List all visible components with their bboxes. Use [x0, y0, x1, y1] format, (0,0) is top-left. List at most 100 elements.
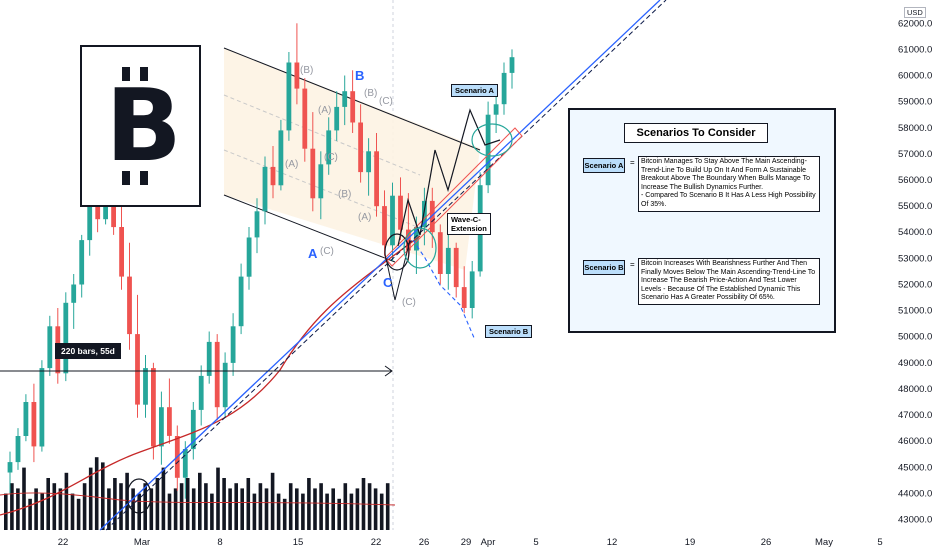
candle-body — [461, 287, 467, 308]
price-tick-label: 53000.0 — [898, 253, 932, 264]
wave-label-secondary: (A) — [318, 105, 331, 116]
price-tick-label: 54000.0 — [898, 227, 932, 238]
candle-body — [79, 240, 85, 285]
volume-ma-line — [0, 492, 396, 506]
candle-body — [358, 122, 363, 173]
candle-body — [71, 284, 77, 303]
candle-body — [230, 326, 236, 363]
candle-body — [63, 302, 69, 374]
scenario-a-eq: = — [630, 158, 635, 167]
volume-bar — [64, 472, 69, 530]
candle-body — [206, 341, 212, 376]
axes: 62000.0 61000.0 60000.0 59000.0 58000.0 57000… — [58, 18, 932, 548]
volume-bar — [343, 483, 348, 530]
scenario-b-eq: = — [630, 260, 635, 269]
volume-bar — [373, 488, 378, 530]
candle-body — [15, 436, 21, 463]
candle-body — [294, 62, 300, 89]
volume-bar — [131, 488, 135, 530]
price-tick-label: 43000.0 — [898, 515, 932, 526]
bars-measure-arrowhead — [384, 365, 393, 377]
volume-bar — [252, 493, 257, 530]
volume-bar — [240, 488, 244, 530]
volume-bar — [349, 493, 354, 530]
volume-bar — [179, 483, 184, 530]
wave-label-main: A — [308, 246, 318, 261]
volume-bar — [385, 483, 390, 530]
scenario-a-tag: Scenario A — [583, 158, 625, 173]
candle-body — [135, 334, 140, 405]
volume-bar — [58, 488, 63, 530]
scenario-a-path — [397, 108, 501, 247]
candle-body — [326, 130, 332, 165]
time-tick-label: 15 — [293, 537, 304, 548]
volume-bar — [264, 488, 269, 530]
wave-label-secondary: (A) — [358, 212, 371, 223]
volume-bar — [46, 478, 50, 530]
time-tick-label: 22 — [58, 537, 69, 548]
candle-body — [469, 271, 475, 308]
scenarios-panel: Scenarios To Consider Scenario A = Bitco… — [568, 108, 836, 333]
candle-body — [374, 151, 379, 207]
volume-bar — [355, 488, 360, 530]
candle-body — [127, 276, 132, 335]
volume-bar — [82, 483, 87, 530]
candle-body — [39, 368, 45, 447]
wave-label-secondary: (B) — [300, 65, 313, 76]
volume-bar — [204, 483, 208, 530]
candle-body — [334, 106, 340, 131]
time-tick-label: May — [815, 537, 833, 548]
scenario-a-callout: Scenario A — [451, 84, 498, 97]
candle-body — [182, 449, 188, 478]
candle-body — [119, 227, 124, 277]
volume-bar — [331, 488, 335, 530]
wave-c-ellipse — [384, 233, 410, 271]
price-tick-label: 45000.0 — [898, 462, 932, 473]
wave-label-secondary: (B) — [338, 189, 351, 200]
price-tick-label: 50000.0 — [898, 332, 932, 343]
volume-bar — [143, 483, 147, 530]
candle-body — [485, 114, 491, 186]
support-ellipse — [126, 478, 152, 514]
volume-bar — [246, 478, 251, 530]
volume-bar — [301, 493, 305, 530]
candle-body — [390, 195, 395, 246]
candle-body — [398, 195, 403, 230]
price-tick-label: 46000.0 — [898, 436, 932, 447]
candle-body — [422, 200, 427, 227]
volume-bar — [258, 483, 263, 530]
candle-body — [429, 200, 435, 233]
wave-c-path — [385, 239, 411, 301]
candle-body — [47, 326, 53, 369]
time-tick-label: 26 — [419, 537, 430, 548]
bitcoin-logo-stroke-bottom-left — [121, 171, 130, 185]
candle-body — [159, 407, 164, 447]
candle-body — [262, 166, 268, 212]
volume-bar — [167, 493, 172, 530]
main-ascending-trendline — [99, 0, 661, 531]
bitcoin-logo-stroke-bottom-right — [139, 171, 148, 185]
price-tick-label: 58000.0 — [898, 123, 932, 134]
candle-body — [151, 368, 156, 447]
scenario-b-tag: Scenario B — [583, 260, 625, 275]
candle-body — [302, 88, 308, 149]
bitcoin-logo-stroke-top-left — [121, 67, 130, 81]
candle-body — [198, 375, 204, 410]
price-tick-label: 59000.0 — [898, 97, 932, 108]
candle-body — [7, 462, 13, 473]
price-tick-label: 62000.0 — [898, 18, 932, 29]
time-tick-label: 5 — [877, 537, 882, 548]
volume-bar — [222, 478, 226, 530]
volume-bar — [34, 488, 38, 530]
volume-bar — [210, 493, 214, 530]
time-tick-label: 19 — [685, 537, 696, 548]
time-tick-label: 26 — [761, 537, 772, 548]
candle-body — [214, 341, 220, 408]
volume-bar — [88, 467, 93, 530]
channel-mid-line-1 — [223, 94, 421, 176]
candle-body — [246, 237, 252, 277]
volume-bar — [325, 493, 329, 530]
volume-bar — [198, 472, 202, 530]
volume-bar — [113, 478, 117, 530]
candle-body — [342, 91, 348, 107]
